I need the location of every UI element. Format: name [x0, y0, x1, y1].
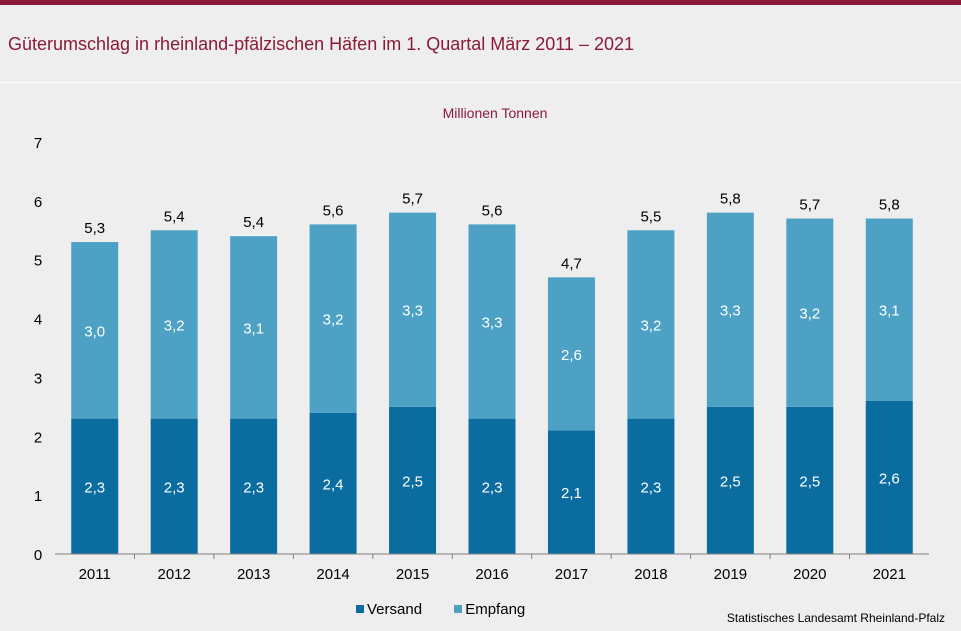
- legend-item-versand: Versand: [356, 601, 422, 618]
- y-tick-label: 4: [34, 312, 42, 329]
- x-tick-label: 2013: [237, 566, 270, 583]
- y-tick-label: 5: [34, 253, 42, 270]
- top-accent-bar: [0, 0, 961, 5]
- data-label-versand: 2,3: [84, 479, 105, 496]
- bar-empfang: [389, 212, 437, 407]
- bar-versand: [150, 418, 198, 554]
- x-tick-label: 2016: [475, 566, 508, 583]
- data-label-empfang: 3,2: [323, 312, 344, 329]
- header-divider: [0, 82, 961, 83]
- x-tick-label: 2014: [316, 566, 349, 583]
- bar-empfang: [230, 236, 278, 419]
- bar-empfang: [71, 242, 119, 419]
- unit-label: Millionen Tonnen: [442, 105, 548, 121]
- bar-empfang: [468, 224, 516, 419]
- data-label-empfang: 3,3: [402, 303, 423, 320]
- bar-versand: [230, 418, 278, 554]
- x-tick-label: 2020: [793, 566, 826, 583]
- data-label-empfang: 2,6: [561, 347, 582, 364]
- bar-empfang: [627, 230, 675, 419]
- data-label-empfang: 3,0: [84, 323, 105, 340]
- total-label: 5,6: [482, 202, 503, 219]
- legend-swatch-versand: [356, 605, 364, 613]
- data-label-empfang: 3,1: [243, 320, 264, 337]
- bar-empfang: [706, 212, 754, 407]
- data-label-versand: 2,4: [323, 476, 344, 493]
- data-label-versand: 2,6: [879, 470, 900, 487]
- total-label: 5,8: [879, 197, 900, 214]
- bar-versand: [389, 406, 437, 554]
- x-tick-label: 2019: [714, 566, 747, 583]
- x-tick-label: 2012: [157, 566, 190, 583]
- total-label: 5,7: [402, 191, 423, 208]
- bar-versand: [309, 412, 357, 554]
- data-label-empfang: 3,2: [799, 306, 820, 323]
- source-note: Statistisches Landesamt Rheinland-Pfalz: [726, 611, 945, 625]
- bar-empfang: [150, 230, 198, 419]
- bar-versand: [71, 418, 119, 554]
- legend-label-versand: Versand: [367, 601, 423, 618]
- y-tick-label: 6: [34, 194, 42, 211]
- data-label-empfang: 3,3: [720, 303, 741, 320]
- bar-empfang: [865, 218, 913, 401]
- data-label-versand: 2,5: [799, 473, 820, 490]
- total-label: 5,4: [243, 214, 264, 231]
- data-label-versand: 2,5: [402, 473, 423, 490]
- legend-swatch-empfang: [454, 605, 463, 613]
- y-tick-label: 2: [34, 429, 42, 446]
- y-tick-label: 1: [34, 488, 42, 505]
- bar-versand: [547, 430, 595, 554]
- x-tick-label: 2021: [873, 566, 906, 583]
- legend: Versand Empfang: [356, 601, 553, 618]
- bar-versand: [468, 418, 516, 554]
- data-label-versand: 2,5: [720, 473, 741, 490]
- total-label: 5,8: [720, 191, 741, 208]
- bar-empfang: [309, 224, 357, 413]
- total-label: 5,7: [799, 197, 820, 214]
- data-label-versand: 2,3: [164, 479, 185, 496]
- data-label-versand: 2,3: [640, 479, 661, 496]
- x-tick-label: 2011: [79, 566, 111, 583]
- y-tick-label: 0: [34, 547, 42, 564]
- legend-label-empfang: Empfang: [465, 601, 526, 618]
- legend-item-empfang: Empfang: [454, 601, 525, 618]
- data-label-versand: 2,3: [243, 479, 264, 496]
- total-label: 4,7: [561, 255, 582, 272]
- bar-versand: [627, 418, 675, 554]
- x-tick-label: 2015: [396, 566, 429, 583]
- y-tick-label: 3: [34, 370, 42, 387]
- total-label: 5,6: [323, 202, 344, 219]
- data-label-empfang: 3,2: [640, 317, 661, 334]
- bar-empfang: [547, 277, 595, 431]
- bar-versand: [865, 400, 913, 554]
- chart-title: Güterumschlag in rheinland-pfälzischen H…: [8, 34, 635, 54]
- data-label-versand: 2,3: [482, 479, 503, 496]
- total-label: 5,3: [84, 220, 105, 237]
- x-tick-label: 2018: [634, 566, 667, 583]
- total-label: 5,5: [640, 208, 661, 225]
- y-tick-label: 7: [34, 135, 42, 152]
- bar-versand: [786, 406, 834, 554]
- data-label-empfang: 3,1: [879, 303, 900, 320]
- bar-empfang: [786, 218, 834, 407]
- data-label-versand: 2,1: [561, 485, 582, 502]
- data-label-empfang: 3,2: [164, 317, 185, 334]
- x-tick-label: 2017: [555, 566, 588, 583]
- data-label-empfang: 3,3: [482, 315, 503, 332]
- bar-versand: [706, 406, 754, 554]
- total-label: 5,4: [164, 208, 185, 225]
